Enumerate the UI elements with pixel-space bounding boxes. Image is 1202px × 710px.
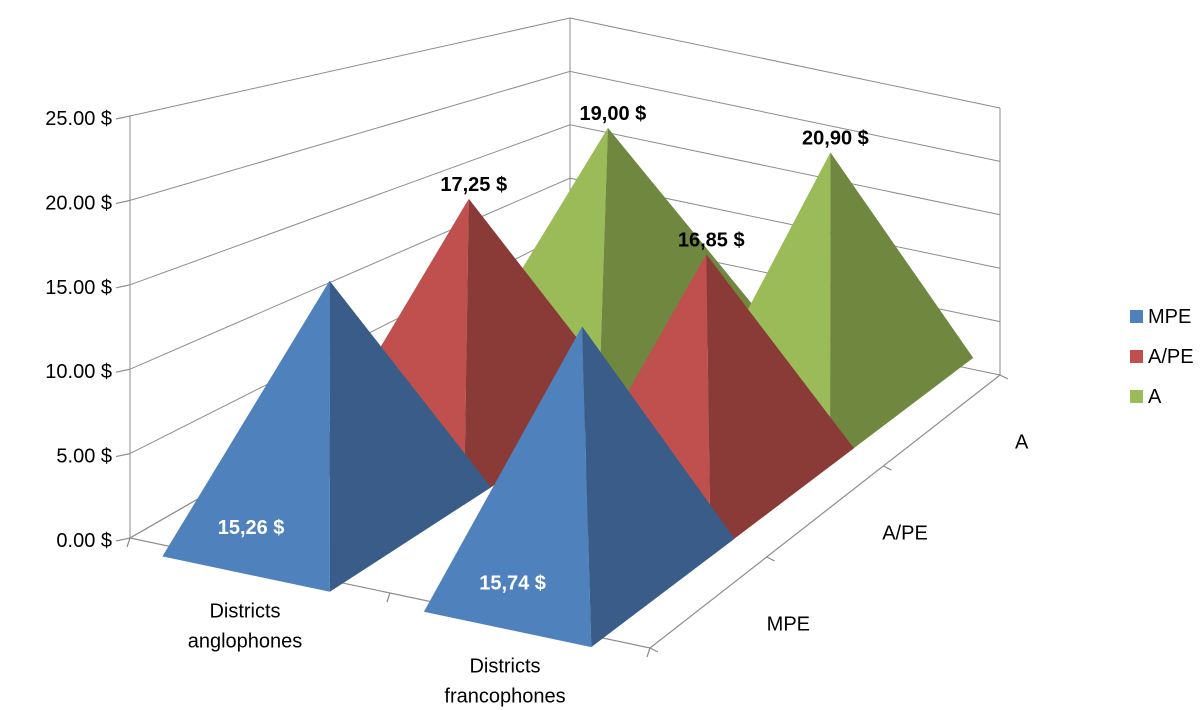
pyramid-side-face [598, 127, 760, 418]
depth-tick-mark [649, 647, 659, 653]
data-label: 19,00 $ [580, 103, 647, 125]
legend-swatch [1130, 390, 1143, 403]
x-tick-mark [646, 647, 651, 658]
data-label: 16,85 $ [678, 229, 745, 251]
depth-tick-mark [999, 374, 1009, 380]
y-tick-mark [115, 368, 131, 373]
legend-label: A/PE [1148, 346, 1194, 368]
gridline [129, 70, 1001, 201]
depth-tick-mark [766, 556, 775, 562]
y-tick-mark [115, 537, 131, 542]
pyramid-side-face [329, 280, 491, 592]
x-tick-mark [386, 592, 391, 603]
pyramid-mpe-1 [162, 280, 491, 592]
gridline [129, 17, 1001, 117]
legend-swatch [1130, 310, 1143, 323]
y-tick-mark [115, 284, 131, 289]
pyramid-side-face [464, 198, 626, 505]
pyramid-side-face [830, 152, 974, 467]
legend: MPE A/PE A [1130, 306, 1194, 408]
y-tick-mark [115, 199, 131, 204]
data-label: 20,90 $ [802, 127, 869, 149]
depth-axis-label: A [1015, 432, 1029, 454]
pyramids [162, 127, 974, 648]
pyramid-side-face [706, 254, 854, 557]
y-tick-mark [115, 453, 131, 458]
y-tick-label: 0.00 $ [56, 530, 112, 552]
data-label: 15,74 $ [479, 572, 546, 594]
legend-label: A [1148, 386, 1162, 408]
y-tick-mark [115, 115, 131, 120]
category-labels: Districts anglophones Districts francophone… [188, 601, 566, 708]
pyramid-side-face [582, 326, 735, 648]
legend-label: MPE [1148, 306, 1191, 328]
data-label: 17,25 $ [440, 174, 507, 196]
y-tick-label: 15.00 $ [45, 277, 112, 299]
depth-axis-label: A/PE [882, 523, 928, 545]
depth-axis-label: MPE [767, 614, 810, 636]
pyramid-front-face [423, 326, 592, 648]
data-labels: 19,00 $ 20,90 $ 17,25 $ 16,85 $ 15,26 $ 15,74… [218, 103, 869, 594]
data-label: 15,26 $ [218, 517, 285, 539]
y-tick-label: 20.00 $ [45, 192, 112, 214]
x-tick-mark [126, 537, 131, 548]
pyramid-mpe-2 [423, 326, 735, 648]
depth-tick-mark [883, 465, 892, 471]
category-label: Districts francophones [444, 656, 565, 708]
legend-swatch [1130, 350, 1143, 363]
category-label: Districts anglophones [188, 601, 303, 653]
pyramid-front-face [162, 280, 330, 592]
y-axis-ticks: 0.00 $ 5.00 $ 10.00 $ 15.00 $ 20.00 $ 25.00 $ [45, 108, 112, 552]
y-tick-label: 10.00 $ [45, 361, 112, 383]
y-tick-label: 25.00 $ [45, 108, 112, 130]
y-tick-label: 5.00 $ [56, 446, 112, 468]
depth-axis-labels: MPE A/PE A [767, 432, 1029, 636]
